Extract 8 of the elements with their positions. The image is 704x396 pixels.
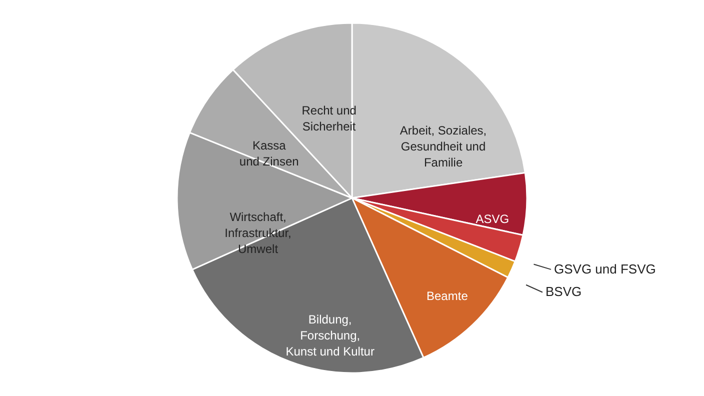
slice-label: Kassa und Zinsen: [239, 138, 299, 169]
slice-label: GSVG und FSVG: [554, 261, 656, 276]
slice-label: Recht und Sicherheit: [302, 104, 356, 134]
slice-label: BSVG: [546, 284, 582, 300]
slice-label: ASVG: [476, 212, 510, 226]
slice-label: Bildung, Forschung, Kunst und Kultur: [286, 312, 374, 359]
slice-label: Beamte: [426, 289, 468, 304]
slice-label: Arbeit, Soziales, Gesundheit und Familie: [400, 123, 487, 170]
